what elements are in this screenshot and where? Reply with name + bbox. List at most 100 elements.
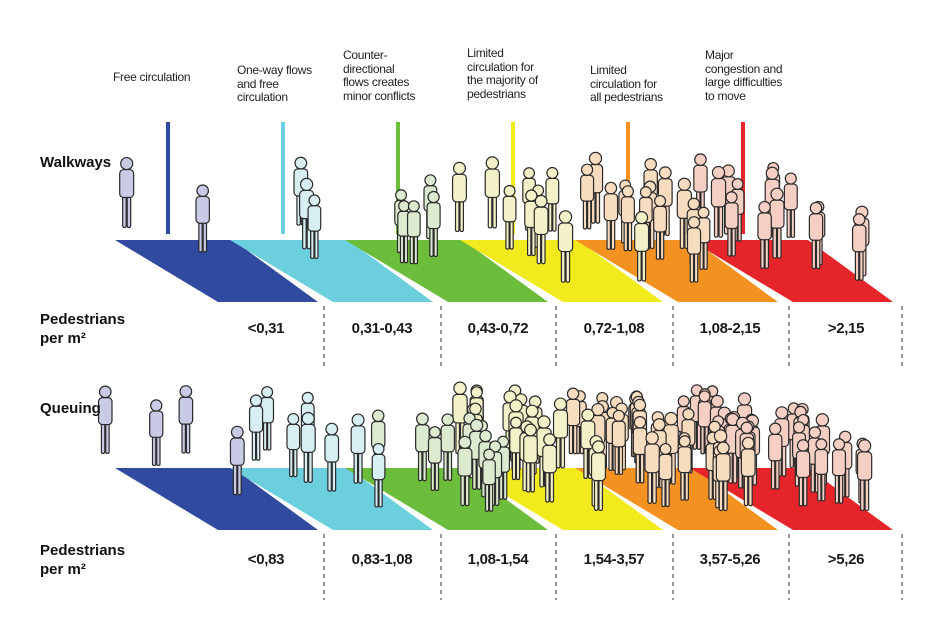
head — [621, 185, 635, 198]
walkway-range-value: 0,43-0,72 — [467, 320, 529, 337]
head — [424, 174, 437, 187]
leg — [715, 478, 720, 509]
leg — [541, 231, 546, 265]
leg — [409, 234, 414, 265]
pedestrian-figure — [686, 216, 702, 283]
pedestrian-figure — [658, 442, 673, 508]
pedestrian-figure — [451, 161, 467, 233]
leg — [289, 447, 294, 478]
leg — [443, 449, 448, 481]
head — [287, 412, 300, 425]
head — [546, 166, 559, 180]
torso — [603, 193, 619, 222]
pedestrian-figure — [195, 184, 210, 253]
leg — [122, 194, 127, 229]
leg — [572, 423, 578, 455]
pedestrian-figure — [350, 413, 366, 484]
leg — [614, 444, 619, 475]
level-label-one-way-flows: One-way flows and free circulation — [237, 63, 312, 104]
head — [809, 201, 823, 215]
torso — [769, 199, 785, 229]
pedestrian-figure — [557, 210, 574, 283]
leg — [665, 477, 670, 508]
head — [553, 397, 568, 411]
leg — [598, 478, 604, 511]
pedestrian-figure — [634, 211, 650, 282]
pedestrian-figure — [426, 190, 441, 258]
leg — [509, 219, 514, 250]
head — [639, 186, 652, 199]
head — [659, 442, 672, 455]
torso — [808, 213, 824, 241]
leg — [429, 226, 434, 258]
head — [687, 216, 701, 229]
leg — [505, 219, 510, 250]
leg — [293, 447, 298, 478]
leg — [545, 470, 550, 503]
torso — [482, 459, 496, 486]
leg — [811, 237, 817, 270]
torso — [178, 396, 194, 425]
head — [427, 190, 440, 204]
pedestrian-figure — [415, 412, 430, 482]
leg — [515, 450, 521, 481]
head — [654, 194, 667, 208]
pedestrian-figure — [178, 385, 194, 454]
leg — [776, 225, 782, 259]
torso — [350, 425, 366, 455]
head — [832, 438, 846, 451]
pedestrian-figure — [677, 435, 692, 501]
head — [524, 423, 537, 437]
queuing-range-value: <0,83 — [247, 551, 285, 568]
leg — [821, 471, 826, 502]
leg — [434, 460, 440, 492]
leg — [303, 449, 309, 483]
queuing-range-value: >5,26 — [827, 551, 865, 568]
leg — [181, 421, 186, 454]
head — [485, 156, 500, 170]
pedestrian-figure — [149, 399, 164, 467]
leg — [790, 207, 796, 238]
leg — [647, 470, 653, 504]
leg — [641, 248, 647, 282]
pedestrian-figure — [653, 194, 668, 260]
leg — [610, 218, 616, 250]
head — [725, 191, 738, 204]
head — [784, 172, 797, 185]
walkways-heading: Walkways — [40, 154, 112, 171]
leg — [459, 199, 465, 233]
leg — [185, 421, 191, 454]
head — [525, 189, 538, 202]
leg — [237, 462, 242, 496]
torso — [580, 174, 595, 202]
head — [604, 181, 618, 195]
pedestrian-figure — [831, 438, 847, 504]
leg — [802, 474, 808, 507]
leg — [484, 482, 490, 512]
head — [483, 448, 496, 461]
head — [815, 413, 830, 427]
head — [458, 435, 472, 449]
torso — [248, 405, 264, 433]
head — [523, 167, 536, 180]
torso — [653, 205, 668, 233]
head — [407, 200, 420, 213]
head — [677, 177, 691, 191]
leg — [378, 477, 383, 508]
head — [441, 413, 455, 426]
head — [428, 426, 441, 439]
torso — [457, 447, 473, 477]
leg — [548, 201, 553, 232]
pedestrian-figure — [502, 184, 517, 250]
head — [635, 211, 649, 225]
leg — [198, 220, 203, 253]
pedestrian-figure — [324, 422, 340, 492]
leg — [834, 473, 840, 504]
torso — [440, 424, 455, 453]
head — [537, 415, 551, 429]
leg — [655, 229, 661, 260]
torso — [757, 212, 772, 241]
leg — [693, 251, 699, 283]
leg — [854, 249, 860, 281]
head — [711, 165, 726, 180]
